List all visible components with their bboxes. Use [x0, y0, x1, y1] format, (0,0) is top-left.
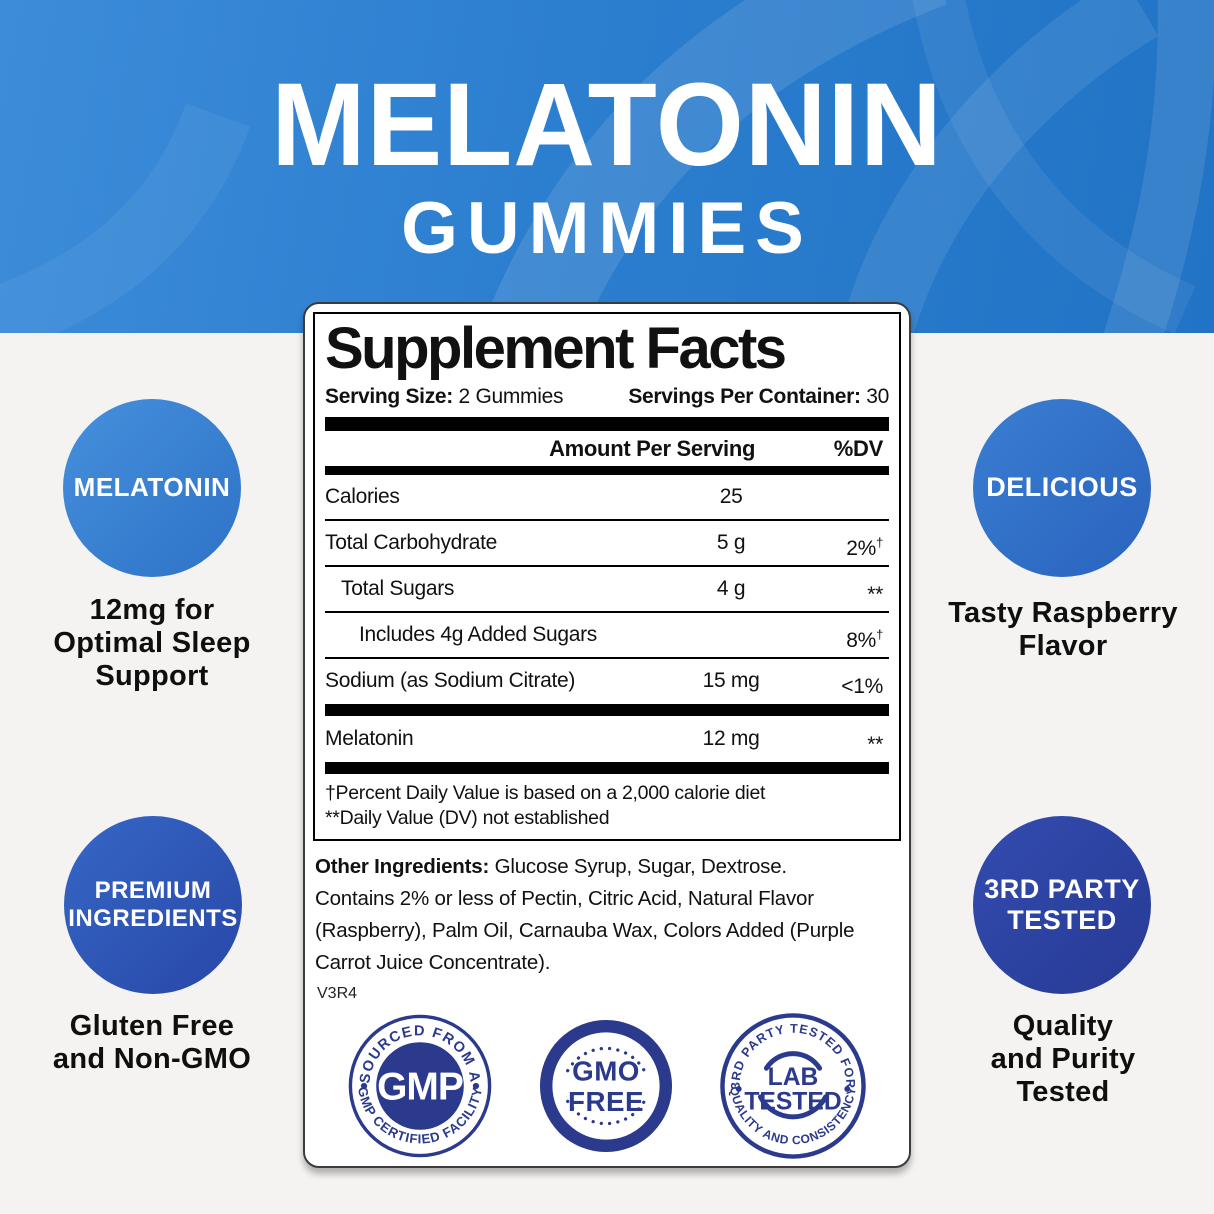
separator-medium: [325, 465, 889, 475]
feature-caption-premium-ingredients: Gluten Free and Non-GMO: [52, 1010, 252, 1075]
facts-box: Supplement Facts Serving Size: 2 Gummies…: [313, 312, 901, 841]
version-code: V3R4: [317, 984, 358, 1002]
gmp-center-text: GMP: [377, 1066, 463, 1109]
supplement-facts-panel: Supplement Facts Serving Size: 2 Gummies…: [303, 302, 911, 1168]
gmo-text-line1: GMO: [572, 1055, 640, 1086]
serving-row: Serving Size: 2 Gummies Servings Per Con…: [325, 385, 889, 409]
lab-tested-badge: 3RD PARTY TESTED FOR QUALITY AND CONSIST…: [720, 1013, 866, 1159]
table-row-sodium: Sodium (as Sodium Citrate) 15 mg <1%: [325, 668, 883, 698]
table-row-calories: Calories 25: [325, 475, 889, 521]
feature-caption-3rd-party-tested: Quality and Purity Tested: [990, 1010, 1136, 1108]
separator-thick: [325, 416, 889, 431]
table-row-melatonin: Melatonin 12 mg **: [325, 726, 883, 756]
servings-per-container: Servings Per Container: 30: [628, 384, 889, 408]
gmp-center-disc: [376, 1042, 464, 1130]
feature-circle-3rd-party-tested: 3RD PARTY TESTED: [973, 816, 1151, 994]
leaf-decoration: [0, 0, 1214, 333]
product-subtitle: GUMMIES: [401, 188, 813, 269]
table-row-added-sugars: Includes 4g Added Sugars 8%†: [325, 613, 889, 659]
lab-inner-arc-bottom: [757, 1094, 829, 1120]
feature-circle-premium-ingredients: PREMIUM INGREDIENTS: [64, 816, 242, 994]
gmo-text-line2: FREE: [568, 1086, 644, 1117]
feature-caption-delicious: Tasty Raspberry Flavor: [948, 597, 1178, 662]
column-headers: Amount Per Serving %DV: [325, 431, 889, 466]
table-row-total-carbohydrate: Total Carbohydrate 5 g 2%†: [325, 521, 889, 567]
column-percent-dv: %DV: [833, 435, 884, 461]
certification-badges: SOURCED FROM A GMP CERTIFIED FACILITY GM…: [305, 1012, 909, 1160]
separator-thick: [325, 703, 889, 716]
other-ingredients: Other Ingredients: Glucose Syrup, Sugar,…: [315, 854, 855, 974]
separator-thick: [325, 761, 889, 774]
footnote-daily-value: †Percent Daily Value is based on a 2,000…: [325, 781, 766, 804]
column-amount-per-serving: Amount Per Serving: [549, 435, 756, 461]
feature-caption-melatonin: 12mg for Optimal Sleep Support: [53, 594, 251, 692]
feature-circle-melatonin: MELATONIN: [63, 399, 241, 577]
footnote-dv-not-established: **Daily Value (DV) not established: [325, 806, 610, 829]
serving-size: Serving Size: 2 Gummies: [325, 384, 564, 408]
lab-center-text-1: LAB: [768, 1064, 819, 1091]
lab-center-text-2: TESTED: [744, 1089, 841, 1116]
gmp-badge: SOURCED FROM A GMP CERTIFIED FACILITY GM…: [348, 1014, 492, 1158]
lab-inner-arc-top: [763, 1051, 823, 1071]
product-title: MELATONIN: [271, 59, 943, 191]
feature-circle-delicious: DELICIOUS: [973, 399, 1151, 577]
footnotes: †Percent Daily Value is based on a 2,000…: [325, 781, 889, 831]
facts-title: Supplement Facts: [325, 316, 787, 381]
gmo-free-badge: GMO FREE: [539, 1019, 673, 1153]
table-row-total-sugars: Total Sugars 4 g **: [325, 567, 889, 613]
header-banner: MELATONIN GUMMIES: [0, 0, 1214, 333]
